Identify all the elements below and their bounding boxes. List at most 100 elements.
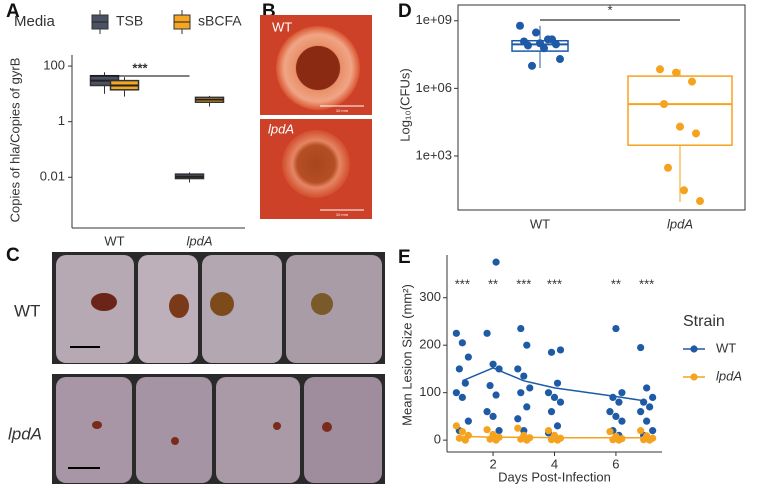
data-point (656, 65, 664, 74)
data-point (523, 403, 531, 411)
data-point (452, 422, 460, 430)
panel-label: A (6, 1, 20, 22)
legend-marker (690, 373, 698, 381)
panel-label: E (398, 247, 411, 268)
legend-label: TSB (116, 13, 143, 29)
lesion (91, 293, 117, 311)
legend-marker (690, 345, 698, 353)
mouse-skin (136, 377, 212, 483)
data-point (544, 389, 553, 397)
x-tick-label: lpdA (186, 233, 212, 248)
mouse-skin (216, 377, 300, 483)
data-point (552, 40, 560, 49)
y-tick-label: 100 (419, 384, 441, 399)
data-point (646, 403, 654, 411)
data-point (547, 348, 556, 356)
data-point (540, 44, 548, 53)
lesion (171, 437, 179, 445)
y-tick-label: 0.01 (40, 169, 65, 184)
significance-label: *** (132, 60, 148, 75)
data-point (520, 372, 528, 380)
y-tick-label: 0 (434, 432, 441, 447)
data-point (550, 393, 559, 402)
data-point (544, 427, 553, 435)
legend-label: WT (716, 340, 736, 355)
hemolysis-zone (282, 130, 350, 198)
data-point (680, 186, 688, 195)
data-point (514, 365, 522, 373)
data-point (523, 341, 531, 349)
data-point (452, 329, 460, 337)
lesion (210, 292, 234, 316)
data-point (637, 343, 645, 352)
lesion (322, 422, 332, 432)
y-tick-label: 1e+03 (415, 147, 452, 162)
legend-title: Strain (683, 313, 725, 330)
data-point (532, 28, 540, 37)
data-point (489, 412, 497, 420)
data-point (455, 434, 463, 442)
box (627, 75, 733, 146)
x-tick-label: WT (530, 216, 550, 231)
lesion (92, 421, 102, 429)
mouse-skin (138, 255, 198, 363)
significance-label: *** (639, 276, 654, 291)
data-point (452, 389, 460, 397)
panel-label: D (398, 1, 412, 22)
significance-label: ** (488, 276, 498, 291)
data-point (458, 427, 466, 436)
x-tick-label: lpdA (667, 216, 693, 231)
data-point (483, 426, 491, 434)
data-point (612, 412, 620, 420)
plot-frame (457, 4, 746, 211)
y-tick-label: 100 (43, 58, 65, 73)
data-point (643, 384, 651, 392)
mouse-skin (56, 377, 132, 483)
significance-label: ** (611, 276, 621, 291)
data-point (528, 61, 536, 70)
data-point (649, 393, 657, 402)
mouse-skin (304, 377, 382, 483)
data-point (547, 408, 556, 416)
data-point (461, 379, 469, 387)
data-point (523, 436, 531, 444)
data-point (492, 258, 500, 266)
data-point (696, 197, 704, 206)
x-tick-label: 2 (489, 456, 496, 471)
data-point (643, 417, 651, 425)
data-point (649, 427, 657, 435)
data-point (606, 427, 614, 436)
legend-label: sBCFA (198, 13, 242, 29)
data-point (483, 329, 491, 337)
lesion (311, 293, 333, 315)
data-point (524, 41, 532, 50)
y-axis-title: Copies of hla/Copies of gyrB (7, 58, 22, 223)
data-point (544, 35, 552, 44)
data-point (553, 422, 562, 430)
data-point (514, 415, 522, 423)
y-tick-label: 1e+09 (415, 12, 452, 27)
mean-line (462, 367, 647, 402)
data-point (526, 384, 534, 392)
data-point (455, 365, 463, 373)
data-point (618, 417, 626, 425)
data-point (664, 163, 672, 172)
mouse-skin (286, 255, 382, 363)
x-axis-title: Days Post-Infection (498, 469, 611, 484)
data-point (483, 408, 491, 416)
y-axis-title: Log₁₀(CFUs) (397, 68, 412, 141)
legend-label: lpdA (716, 368, 742, 383)
data-point (676, 122, 684, 131)
mean-line (462, 435, 647, 439)
data-point (489, 360, 497, 368)
image-label: lpdA (268, 121, 294, 136)
data-point (646, 436, 654, 444)
data-point (516, 21, 524, 30)
data-point (637, 427, 645, 435)
data-point (458, 339, 466, 347)
data-point (517, 324, 525, 333)
y-tick-label: 1 (58, 113, 65, 128)
colony (296, 46, 340, 90)
data-point (660, 100, 668, 109)
